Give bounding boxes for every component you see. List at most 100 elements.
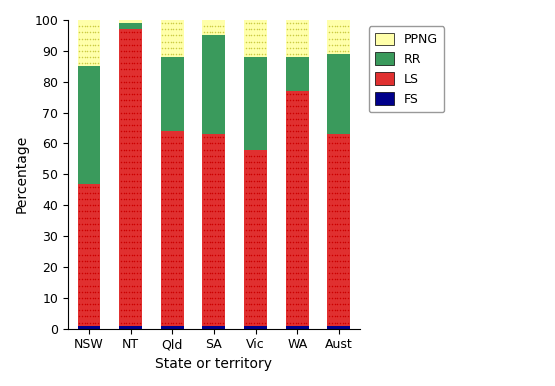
Point xyxy=(296,301,305,307)
Point xyxy=(161,153,170,159)
Point xyxy=(344,171,352,178)
Point xyxy=(174,301,183,307)
Point xyxy=(169,171,178,178)
Point xyxy=(130,60,139,66)
Point xyxy=(289,264,297,270)
Point xyxy=(171,153,180,159)
Point xyxy=(219,270,228,276)
Point xyxy=(252,239,261,245)
Point xyxy=(200,233,209,239)
Point xyxy=(302,171,311,178)
Point xyxy=(171,39,180,45)
Point xyxy=(78,42,87,48)
Point xyxy=(208,307,216,313)
Point xyxy=(255,51,264,57)
Point xyxy=(258,295,266,301)
Point xyxy=(333,202,342,208)
Point xyxy=(177,313,186,320)
Point xyxy=(169,184,178,190)
Point xyxy=(333,313,342,320)
Point xyxy=(252,51,261,57)
Point xyxy=(213,141,222,147)
Point xyxy=(344,307,352,313)
Point xyxy=(289,258,297,264)
Point xyxy=(219,196,228,202)
Point xyxy=(94,270,103,276)
Point xyxy=(344,42,352,48)
Point xyxy=(299,103,308,110)
Point xyxy=(341,141,350,147)
Point xyxy=(247,215,256,221)
Point xyxy=(83,196,92,202)
Point xyxy=(124,153,133,159)
Point xyxy=(164,51,173,57)
Point xyxy=(200,313,209,320)
Point xyxy=(117,153,125,159)
Point xyxy=(174,171,183,178)
Point xyxy=(75,258,84,264)
Point xyxy=(299,39,308,45)
Point xyxy=(289,295,297,301)
Point xyxy=(171,264,180,270)
Point xyxy=(127,153,136,159)
Point xyxy=(127,264,136,270)
Point xyxy=(213,227,222,233)
Point xyxy=(260,51,269,57)
Point xyxy=(258,252,266,258)
Point xyxy=(294,289,302,295)
Point xyxy=(241,20,250,26)
Point xyxy=(338,320,347,326)
Point xyxy=(296,239,305,245)
Point xyxy=(336,215,345,221)
Point xyxy=(78,264,87,270)
Point xyxy=(117,171,125,178)
Point xyxy=(302,196,311,202)
Point xyxy=(174,215,183,221)
Point xyxy=(119,60,128,66)
Point xyxy=(255,289,264,295)
Point xyxy=(127,171,136,178)
Point xyxy=(164,270,173,276)
Point xyxy=(250,289,259,295)
Point xyxy=(255,313,264,320)
Point xyxy=(122,91,130,97)
Point xyxy=(241,32,250,39)
Point xyxy=(296,178,305,184)
Point xyxy=(169,320,178,326)
Point xyxy=(213,184,222,190)
Point xyxy=(210,159,219,165)
Point xyxy=(247,26,256,32)
Bar xyxy=(78,326,100,329)
Point xyxy=(210,153,219,159)
Point xyxy=(250,178,259,184)
Point xyxy=(325,190,334,196)
Point xyxy=(252,221,261,227)
Point xyxy=(124,245,133,252)
Point xyxy=(302,134,311,141)
Point xyxy=(164,283,173,289)
Point xyxy=(169,264,178,270)
Point xyxy=(336,289,345,295)
Point xyxy=(286,141,295,147)
Point xyxy=(241,270,250,276)
Point xyxy=(325,147,334,153)
Point xyxy=(258,239,266,245)
Point xyxy=(83,36,92,42)
Point xyxy=(302,20,311,26)
Point xyxy=(294,97,302,103)
Point xyxy=(338,147,347,153)
Point xyxy=(302,283,311,289)
Point xyxy=(255,26,264,32)
Point xyxy=(241,264,250,270)
Point xyxy=(117,178,125,184)
Point xyxy=(336,208,345,215)
Point xyxy=(135,147,144,153)
Point xyxy=(164,313,173,320)
Point xyxy=(200,215,209,221)
Point xyxy=(122,48,130,54)
Point xyxy=(78,289,87,295)
Point xyxy=(177,215,186,221)
Point xyxy=(83,239,92,245)
Point xyxy=(241,178,250,184)
Point xyxy=(158,26,167,32)
